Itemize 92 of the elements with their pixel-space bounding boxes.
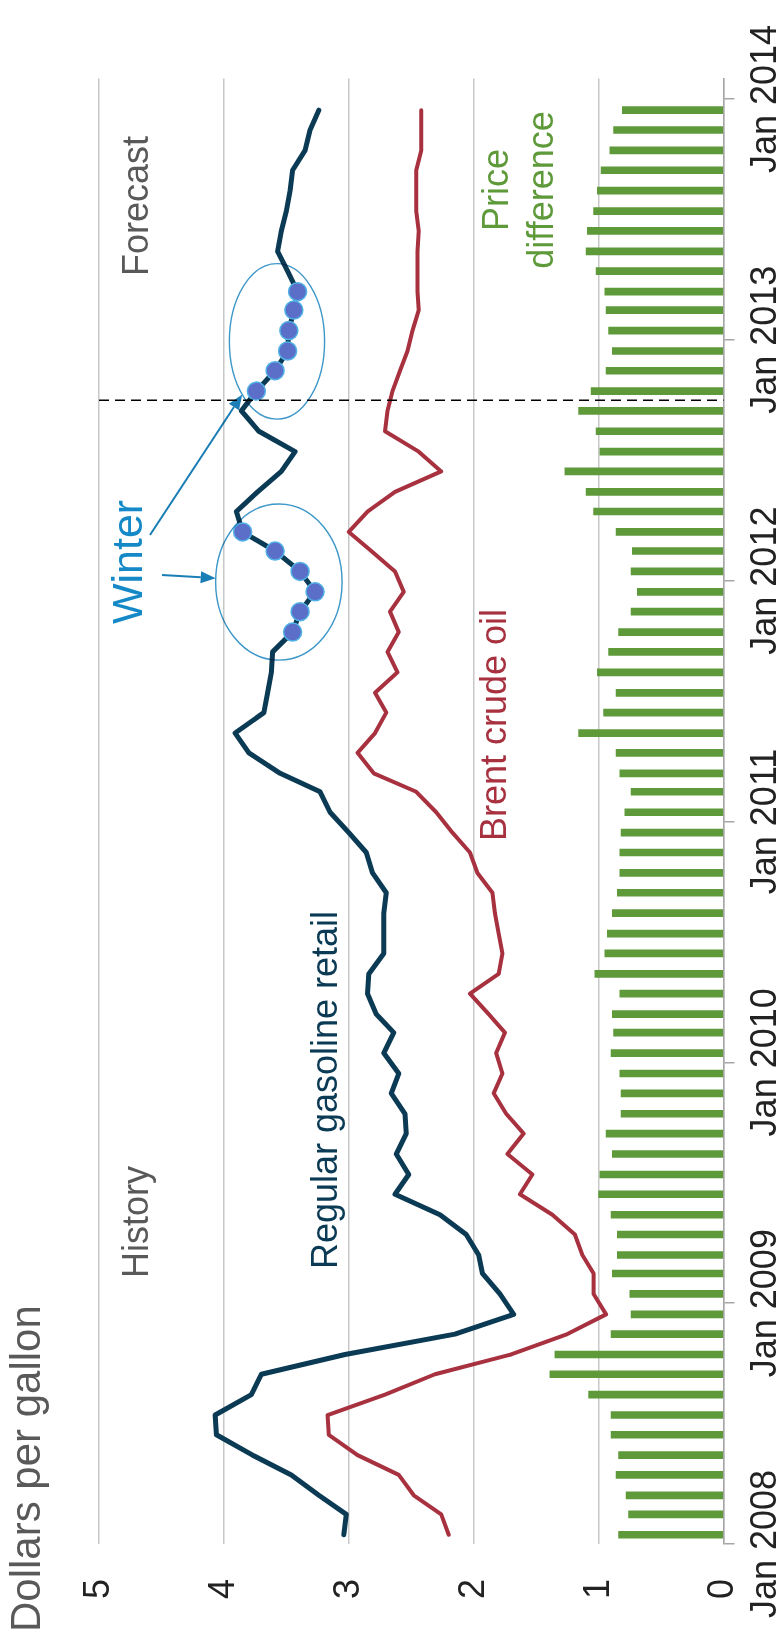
bar (612, 1150, 724, 1158)
bar (615, 528, 724, 536)
bar (620, 1089, 724, 1098)
bar (605, 1129, 724, 1138)
y-tick-label: Jan 2011 (742, 748, 779, 895)
bar (587, 227, 724, 235)
bar (620, 1109, 724, 1118)
bar (594, 970, 724, 978)
annotation: Forecast (115, 135, 156, 277)
bar (610, 1330, 724, 1338)
bar (610, 1411, 724, 1419)
x-tick-label: 5 (75, 1579, 117, 1600)
x-tick-label: 1 (575, 1579, 617, 1600)
annotation: Winter (103, 499, 151, 625)
bar (578, 407, 724, 415)
x-tick-label: 2 (450, 1579, 492, 1600)
bar (612, 1269, 724, 1278)
bar (630, 567, 724, 576)
bar (619, 869, 724, 877)
bar (617, 1230, 724, 1239)
y-tick-label: Jan 2010 (742, 988, 779, 1137)
bar (585, 247, 724, 256)
bar (630, 1310, 724, 1319)
bar (615, 749, 724, 757)
bar (618, 1530, 724, 1539)
bar (636, 588, 724, 596)
y-tick-label: Jan 2009 (742, 1229, 779, 1378)
bar (612, 347, 724, 355)
text: Brent crude oil (473, 608, 514, 842)
bar (549, 1370, 724, 1379)
bar (619, 1069, 724, 1078)
bar (630, 787, 724, 796)
bar (564, 467, 724, 476)
bar (613, 1028, 724, 1037)
bar (619, 769, 724, 778)
bar (590, 387, 724, 395)
bar (615, 1471, 724, 1479)
text: Dollars per gallon (2, 1305, 49, 1632)
bar (610, 1210, 724, 1219)
bar (625, 1491, 724, 1500)
bar (624, 808, 724, 817)
bar (620, 828, 724, 837)
text: Price difference (475, 111, 561, 269)
x-tick-label: 4 (200, 1579, 242, 1600)
bar (615, 688, 724, 697)
bar (599, 447, 724, 456)
bar (593, 207, 724, 215)
annotation: History (115, 1165, 156, 1279)
bar (631, 547, 724, 555)
bar (597, 668, 724, 677)
bar (593, 507, 724, 516)
bar (605, 366, 724, 375)
bar (618, 1451, 724, 1459)
x-tick-label: 0 (700, 1579, 742, 1600)
y-tick-label: Jan 2014 (742, 24, 779, 174)
bar (629, 1290, 724, 1298)
y-tick-label: Jan 2008 (742, 1469, 779, 1619)
bar (613, 126, 724, 134)
bar (612, 909, 724, 918)
bar (622, 106, 724, 114)
bar (610, 1430, 724, 1439)
text: Regular gasoline retail (304, 910, 345, 1270)
bar (578, 729, 724, 737)
bar (609, 146, 724, 155)
bar (607, 929, 724, 938)
bar (604, 949, 724, 958)
bar (608, 326, 724, 335)
x-tick-label: 3 (325, 1579, 367, 1600)
bar (612, 1010, 724, 1018)
bar (599, 1170, 724, 1179)
bar (619, 848, 724, 857)
bar (610, 1049, 724, 1057)
bar (604, 287, 724, 296)
bar (619, 989, 724, 998)
y-tick-label: Jan 2012 (742, 506, 779, 655)
bar (554, 1350, 724, 1359)
bar (585, 487, 724, 496)
bar (628, 1510, 724, 1519)
bar (595, 267, 724, 275)
bar (630, 607, 724, 616)
bar (617, 888, 724, 897)
bar (618, 628, 724, 636)
bar (617, 1251, 724, 1259)
bar (600, 166, 724, 175)
bar (597, 186, 724, 195)
y-tick-label: Jan 2013 (742, 265, 779, 414)
bar (598, 1190, 724, 1199)
bar (605, 306, 724, 314)
bar (588, 1390, 724, 1399)
bar (608, 648, 724, 656)
bar (603, 708, 724, 717)
bar (595, 427, 724, 436)
